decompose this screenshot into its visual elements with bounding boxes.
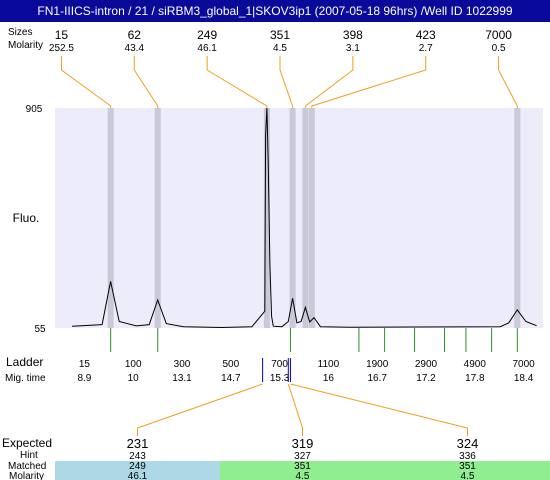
peak-callout-line — [304, 56, 354, 108]
chart-title: FN1-IIICS-intron / 21 / siRBM3_global_1|… — [0, 0, 550, 22]
peak-band — [302, 108, 309, 328]
expected-value: 319 — [292, 436, 314, 451]
matched-cell — [220, 461, 386, 480]
peak-callout-line — [311, 56, 427, 108]
sizes-label: Sizes — [8, 27, 32, 38]
mig-time-label: Mig. time — [5, 373, 46, 384]
ladder-size-label: 15 — [79, 359, 91, 370]
peak-callout-line — [206, 56, 268, 108]
plot-area — [55, 108, 543, 328]
peak-molarity-label: 0.5 — [492, 43, 506, 54]
matched-molarity-value: 4.5 — [461, 471, 475, 480]
y-tick-min: 55 — [34, 324, 46, 335]
peak-molarity-label: 3.1 — [346, 43, 360, 54]
peak-size-label: 398 — [343, 28, 363, 42]
ladder-size-label: 1100 — [318, 359, 340, 370]
peak-size-label: 249 — [197, 28, 217, 42]
peak-size-label: 62 — [128, 28, 142, 42]
ladder-time-label: 18.4 — [514, 373, 534, 384]
peak-band — [308, 108, 315, 328]
expected-value: 324 — [457, 436, 479, 451]
hint-value: 336 — [459, 451, 476, 462]
expected-label: Expected — [2, 436, 52, 450]
ladder-time-label: 16 — [323, 373, 335, 384]
peak-molarity-label: 2.7 — [419, 43, 433, 54]
molarity-bottom-label: Molarity — [9, 471, 44, 480]
matched-value: 351 — [294, 461, 311, 472]
peak-molarity-label: 43.4 — [125, 43, 145, 54]
matched-value: 351 — [459, 461, 476, 472]
ladder-time-label: 17.2 — [416, 373, 436, 384]
peak-size-label: 351 — [270, 28, 290, 42]
peak-molarity-label: 46.1 — [197, 43, 217, 54]
peak-band — [514, 108, 521, 328]
expected-callout-line — [290, 383, 468, 436]
peak-callout-line — [498, 56, 518, 108]
peak-molarity-label: 4.5 — [273, 43, 287, 54]
expected-callout-line — [137, 383, 263, 436]
peak-size-label: 423 — [416, 28, 436, 42]
matched-cell — [385, 461, 550, 480]
expected-value: 231 — [127, 436, 149, 451]
peak-callout-line — [60, 56, 112, 108]
ladder-time-label: 8.9 — [77, 373, 91, 384]
ladder-time-label: 13.1 — [172, 373, 192, 384]
matched-molarity-value: 46.1 — [128, 471, 148, 480]
peak-molarity-label: 252.5 — [49, 43, 74, 54]
hint-label: Hint — [20, 450, 38, 461]
ladder-size-label: 4900 — [464, 359, 487, 370]
ladder-time-label: 15.3 — [270, 373, 290, 384]
ladder-size-label: 100 — [125, 359, 142, 370]
molarity-label: Molarity — [8, 40, 43, 51]
ladder-time-label: 16.7 — [367, 373, 387, 384]
peak-band — [289, 108, 296, 328]
matched-value: 249 — [129, 461, 146, 472]
ladder-time-label: 14.7 — [221, 373, 241, 384]
ladder-size-label: 700 — [271, 359, 288, 370]
ladder-size-label: 300 — [174, 359, 191, 370]
matched-molarity-value: 4.5 — [296, 471, 310, 480]
peak-size-label: 7000 — [485, 28, 512, 42]
peak-size-label: 15 — [55, 28, 69, 42]
ladder-size-label: 500 — [222, 359, 239, 370]
ladder-size-label: 2900 — [415, 359, 438, 370]
fluo-axis-label: Fluo. — [13, 211, 40, 225]
peak-band — [263, 108, 270, 328]
y-tick-max: 905 — [26, 104, 43, 115]
hint-value: 327 — [294, 451, 311, 462]
peak-callout-line — [133, 56, 159, 108]
ladder-time-label: 10 — [128, 373, 140, 384]
peak-callout-line — [279, 56, 294, 108]
ladder-size-label: 1900 — [366, 359, 389, 370]
expected-callout-line — [287, 383, 303, 436]
matched-label: Matched — [8, 461, 46, 472]
hint-value: 243 — [129, 451, 146, 462]
ladder-size-label: 7000 — [512, 359, 535, 370]
ladder-label: Ladder — [6, 355, 43, 369]
fluorescence-trace — [72, 107, 537, 329]
peak-band — [107, 108, 114, 328]
ladder-time-label: 17.8 — [465, 373, 485, 384]
matched-cell — [55, 461, 221, 480]
peak-band — [154, 108, 161, 328]
